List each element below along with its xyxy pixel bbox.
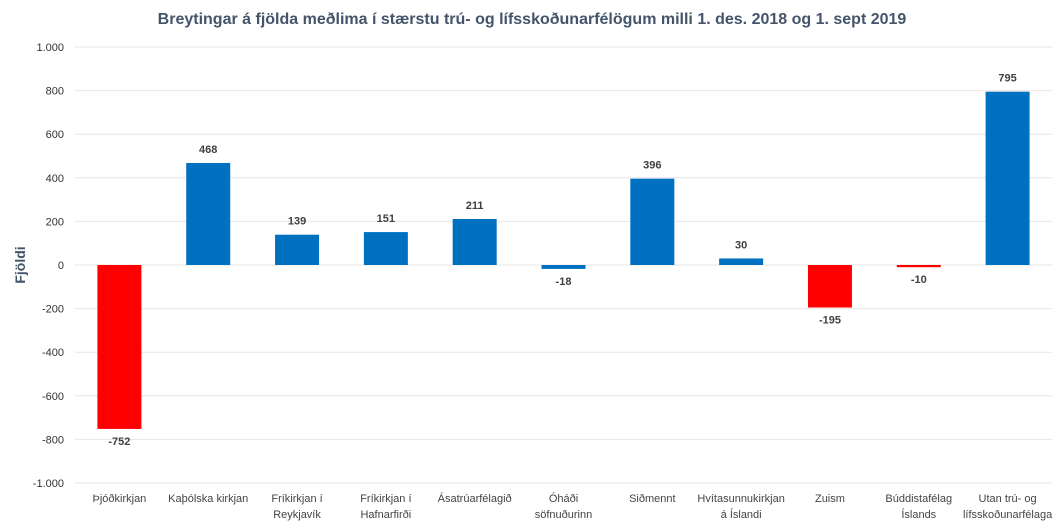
y-tick-label: -800 — [42, 434, 64, 446]
y-axis-label: Fjöldi — [12, 246, 28, 283]
data-label: 396 — [643, 160, 661, 172]
bar — [630, 178, 675, 265]
data-label: -18 — [556, 276, 572, 288]
bar — [97, 265, 142, 429]
y-tick-label: -200 — [42, 304, 64, 316]
y-tick-label: -400 — [42, 347, 64, 359]
data-label: 30 — [735, 239, 747, 251]
y-tick-label: 800 — [46, 86, 64, 98]
y-tick-label: -600 — [42, 391, 64, 403]
y-tick-label: 0 — [58, 260, 64, 272]
x-tick-label: Hvítasunnukirkjan á Íslandi — [697, 493, 784, 521]
y-tick-label: 200 — [46, 216, 64, 228]
x-tick-label: Óháði söfnuðurinn — [535, 492, 593, 521]
data-label: 139 — [288, 216, 306, 228]
y-tick-label: 1.000 — [36, 42, 64, 54]
x-tick-label: Utan trú- og lífsskoðunarfélaga — [963, 493, 1053, 521]
x-tick-label: Ásatrúarfélagið — [438, 492, 512, 505]
x-tick-label: Siðmennt — [629, 493, 675, 505]
y-axis-ticks: 1.000 800 600 400 200 0 -200 -400 -600 -800 -1.000 — [33, 42, 64, 490]
bar — [275, 234, 320, 265]
data-label: -752 — [108, 436, 130, 448]
bar — [896, 265, 941, 268]
y-tick-label: -1.000 — [33, 478, 64, 490]
x-tick-label: Búddistafélag Íslands — [885, 493, 952, 521]
y-tick-label: 600 — [46, 129, 64, 141]
bar — [719, 258, 764, 265]
data-label: 795 — [998, 73, 1016, 85]
data-label: -10 — [911, 274, 927, 286]
x-tick-label: Zuism — [815, 493, 845, 505]
x-tick-label: Þjóðkirkjan — [93, 493, 147, 505]
data-label: 211 — [466, 200, 484, 212]
bars — [97, 91, 1030, 429]
data-label: 468 — [199, 144, 217, 156]
data-label: 151 — [377, 213, 395, 225]
data-labels: -752 468 139 151 211 -18 396 30 -195 -10 795 — [108, 73, 1016, 448]
x-tick-label: Fríkirkjan í Hafnarfirði — [360, 493, 411, 521]
x-tick-label: Kaþólska kirkjan — [168, 493, 248, 505]
x-tick-label: Fríkirkjan í Reykjavík — [271, 493, 322, 521]
bar — [186, 162, 231, 265]
bar — [452, 219, 497, 265]
chart-title: Breytingar á fjölda meðlima í stærstu tr… — [158, 11, 907, 28]
y-tick-label: 400 — [46, 173, 64, 185]
bar — [363, 232, 408, 265]
bar — [541, 265, 586, 269]
data-label: -195 — [819, 315, 841, 327]
bar — [985, 91, 1030, 265]
bar — [807, 265, 852, 308]
